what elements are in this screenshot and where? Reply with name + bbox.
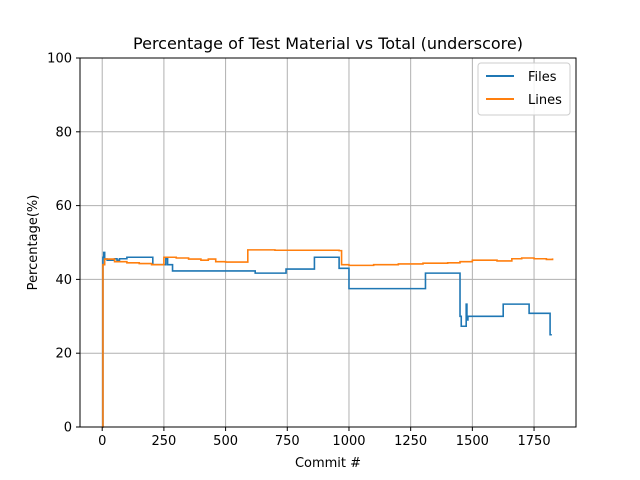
x-tick-label: 1500 (456, 434, 489, 449)
legend-label-lines: Lines (528, 93, 562, 108)
chart-title: Percentage of Test Material vs Total (un… (133, 34, 523, 53)
x-tick-label: 0 (98, 434, 106, 449)
x-tick-label: 1750 (518, 434, 551, 449)
x-tick-label: 250 (151, 434, 176, 449)
y-tick-label: 60 (55, 199, 72, 214)
ticks: 0 250 500 750 1000 1250 1500 1750 0 20 40 60 80 100 (47, 52, 550, 450)
x-axis-label: Commit # (295, 456, 361, 471)
series-line-files (102, 251, 552, 428)
y-tick-label: 80 (55, 125, 72, 140)
y-tick-label: 40 (55, 273, 72, 288)
y-tick-label: 0 (64, 421, 72, 436)
y-axis-label: Percentage(%) (26, 195, 41, 291)
x-tick-label: 1000 (332, 434, 365, 449)
y-tick-label: 100 (47, 52, 72, 67)
legend: Files Lines (477, 62, 571, 116)
x-tick-label: 750 (275, 434, 300, 449)
series-group (102, 249, 554, 428)
x-tick-label: 1250 (394, 434, 427, 449)
plot-frame (79, 57, 577, 428)
legend-label-files: Files (528, 70, 557, 85)
series-line-lines (102, 249, 554, 428)
x-tick-label: 500 (213, 434, 238, 449)
y-tick-label: 20 (55, 347, 72, 362)
